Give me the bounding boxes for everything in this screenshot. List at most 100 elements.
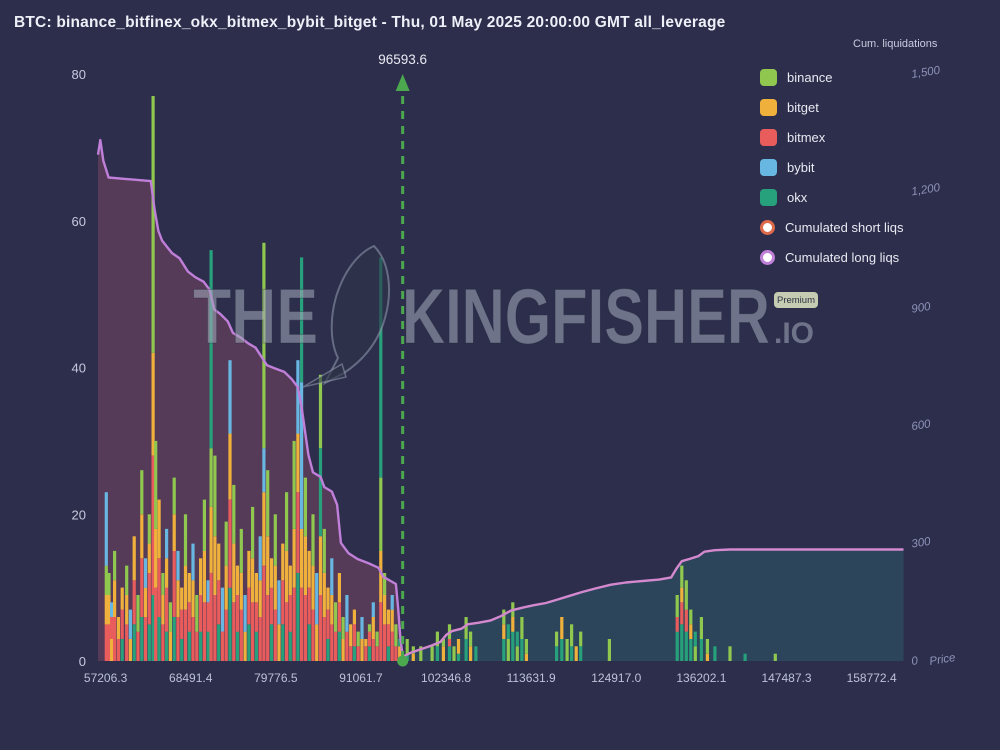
liq-bar-bitget[interactable]: [128, 639, 132, 661]
liq-bar-binance[interactable]: [168, 602, 172, 632]
liq-bar-okx[interactable]: [247, 624, 251, 661]
liq-bar-bybit[interactable]: [104, 492, 108, 566]
liq-bar-bitmex[interactable]: [180, 609, 184, 639]
liq-bar-okx[interactable]: [689, 639, 693, 661]
liq-bar-bybit[interactable]: [220, 587, 225, 632]
liq-bar-okx[interactable]: [187, 631, 191, 661]
liq-bar-bitmex[interactable]: [120, 609, 124, 639]
liq-bar-bitget[interactable]: [176, 580, 180, 617]
legend-item-bitget[interactable]: bitget: [760, 92, 904, 122]
liq-bar-bitget[interactable]: [379, 550, 383, 603]
liq-bar-binance[interactable]: [154, 440, 158, 529]
liq-bar-bitmex[interactable]: [232, 602, 236, 661]
liq-bar-bitmex[interactable]: [307, 587, 311, 625]
cumulated-short-liqs-line[interactable]: [402, 548, 904, 658]
liq-bar-okx[interactable]: [209, 250, 213, 449]
liq-bar-bitmex[interactable]: [209, 573, 213, 661]
liq-bar-bybit[interactable]: [110, 602, 114, 617]
legend-item-binance[interactable]: binance: [760, 62, 904, 92]
liq-bar-bitget[interactable]: [411, 653, 415, 661]
liq-bar-bitget[interactable]: [277, 624, 281, 661]
liq-bar-bitmex[interactable]: [371, 639, 375, 661]
liq-bar-bybit[interactable]: [258, 536, 262, 581]
liq-bar-okx[interactable]: [675, 631, 679, 661]
liq-bar-bitmex[interactable]: [157, 558, 161, 617]
liq-bar-binance[interactable]: [506, 639, 510, 661]
liq-bar-okx[interactable]: [337, 631, 341, 661]
liq-bar-bitmex[interactable]: [165, 587, 169, 632]
liq-bar-okx[interactable]: [699, 639, 703, 661]
liq-bar-bitget[interactable]: [213, 536, 217, 595]
liq-bar-bitget[interactable]: [322, 573, 326, 617]
liq-bar-bitmex[interactable]: [199, 595, 203, 632]
liq-bar-okx[interactable]: [235, 631, 240, 661]
liq-bar-bitget[interactable]: [469, 646, 473, 661]
liq-bar-bitget[interactable]: [300, 528, 304, 588]
liq-bar-bitget[interactable]: [172, 514, 176, 551]
liq-bar-bitget[interactable]: [113, 580, 117, 617]
liq-bar-okx[interactable]: [684, 631, 688, 661]
liq-bar-bitmex[interactable]: [330, 624, 334, 661]
liq-bar-okx[interactable]: [474, 646, 478, 661]
legend-item-okx[interactable]: okx: [760, 182, 904, 212]
liq-bar-bitmex[interactable]: [251, 602, 255, 661]
liq-bar-bitget[interactable]: [360, 639, 364, 661]
liq-bar-bitget[interactable]: [292, 528, 296, 588]
liq-bar-binance[interactable]: [394, 624, 398, 647]
liq-bar-binance[interactable]: [383, 573, 387, 595]
cumulated-long-liqs-line[interactable]: [96, 138, 404, 654]
liq-bar-bitget[interactable]: [107, 595, 111, 625]
liq-bar-binance[interactable]: [303, 477, 307, 537]
liq-bar-bybit[interactable]: [262, 448, 266, 493]
liq-bar-okx[interactable]: [132, 624, 136, 661]
liq-bar-okx[interactable]: [269, 624, 274, 661]
liq-bar-bitmex[interactable]: [136, 631, 140, 661]
liq-bar-bitget[interactable]: [228, 433, 232, 500]
liq-bar-bitget[interactable]: [296, 433, 300, 493]
liq-bar-binance[interactable]: [520, 617, 524, 639]
liq-bar-okx[interactable]: [693, 631, 697, 647]
liq-bar-bitget[interactable]: [349, 624, 353, 647]
liq-bar-bitmex[interactable]: [322, 617, 326, 661]
liq-bar-bitget[interactable]: [104, 595, 108, 625]
liq-bar-okx[interactable]: [579, 646, 583, 661]
liq-bar-bybit[interactable]: [243, 595, 247, 632]
liq-bar-bitmex[interactable]: [390, 631, 394, 661]
liq-bar-okx[interactable]: [254, 631, 258, 661]
liq-bar-okx[interactable]: [326, 639, 330, 661]
liq-bar-binance[interactable]: [469, 631, 473, 647]
liq-bar-bitmex[interactable]: [143, 617, 148, 661]
liq-bar-bitmex[interactable]: [187, 602, 191, 632]
liq-bar-bitmex[interactable]: [235, 595, 240, 632]
liq-bar-binance[interactable]: [318, 374, 323, 449]
liq-bar-bitmex[interactable]: [292, 587, 296, 661]
liq-bar-bitget[interactable]: [524, 653, 528, 661]
liq-bar-bitmex[interactable]: [300, 587, 304, 661]
liq-bar-binance[interactable]: [555, 631, 559, 647]
liq-bar-okx[interactable]: [147, 624, 151, 661]
liq-bar-bitmex[interactable]: [116, 639, 120, 661]
liq-bar-binance[interactable]: [680, 565, 684, 588]
liq-bar-bitmex[interactable]: [386, 624, 390, 647]
liq-bar-okx[interactable]: [151, 595, 155, 661]
legend-item-bybit[interactable]: bybit: [760, 152, 904, 182]
liq-bar-binance[interactable]: [375, 631, 379, 647]
liq-bar-okx[interactable]: [405, 653, 409, 661]
liq-bar-bitmex[interactable]: [367, 631, 372, 647]
liq-bar-bitmex[interactable]: [326, 609, 330, 639]
liq-bar-bitmex[interactable]: [262, 565, 266, 661]
liq-bar-okx[interactable]: [288, 631, 292, 661]
liq-bar-binance[interactable]: [684, 580, 688, 610]
liq-bar-bitmex[interactable]: [213, 595, 217, 661]
liq-bar-okx[interactable]: [172, 617, 176, 661]
liq-bar-okx[interactable]: [456, 653, 461, 661]
liq-bar-bitget[interactable]: [217, 543, 221, 581]
liq-bar-okx[interactable]: [379, 257, 383, 478]
liq-bar-bitget[interactable]: [318, 536, 323, 595]
liq-bar-okx[interactable]: [435, 646, 439, 661]
liq-bar-bitmex[interactable]: [104, 624, 108, 661]
liq-bar-okx[interactable]: [165, 631, 169, 661]
liq-bar-binance[interactable]: [675, 595, 679, 617]
liq-bar-binance[interactable]: [251, 506, 255, 559]
liq-bar-bitget[interactable]: [120, 587, 124, 610]
